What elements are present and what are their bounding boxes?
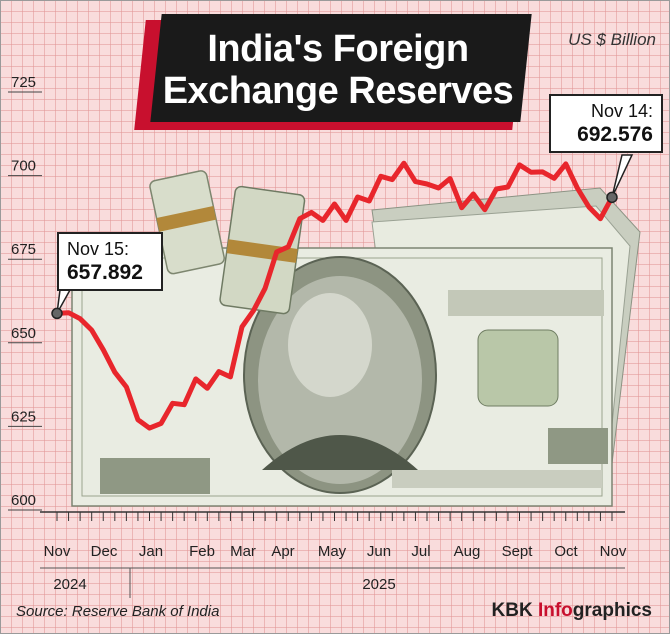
- year-label: 2025: [362, 576, 395, 593]
- money-roll-left: [149, 170, 225, 275]
- x-tick-label: Jun: [367, 543, 391, 560]
- brand-credit: KBK Infographics: [492, 600, 652, 622]
- start-point-marker: [51, 307, 63, 320]
- money-roll-center: [219, 185, 306, 315]
- brand-part3: graphics: [572, 600, 652, 621]
- callout-end: Nov 14: 692.576: [549, 94, 663, 153]
- banknote-corner-100: [100, 458, 210, 494]
- banknote-portrait-coat: [262, 435, 418, 470]
- brand-part1: KBK: [491, 600, 538, 621]
- axes: 600 625 650 675 700 725 Nov Dec Jan Feb Mar Apr May J…: [8, 74, 627, 598]
- plot-area: [51, 154, 634, 431]
- callout-end-label: Nov 14:: [590, 101, 653, 121]
- year-label: 2024: [53, 576, 86, 593]
- unit-label: US $ Billion: [568, 30, 656, 49]
- x-tick-label: May: [318, 543, 347, 560]
- banknote-header-band: [448, 290, 604, 316]
- x-tick-label: Jul: [411, 543, 430, 560]
- brand-part2: Info: [537, 600, 573, 621]
- end-point-marker: [606, 191, 618, 204]
- chart-title-line2: Exchange Reserves: [162, 70, 514, 112]
- x-tick-label: Nov: [600, 543, 627, 560]
- banknote-footer-band: [392, 470, 602, 488]
- callout-start-label: Nov 15:: [67, 239, 130, 259]
- banknote-portrait-face: [288, 293, 372, 397]
- y-tick-label: 675: [11, 241, 36, 258]
- source-note: Source: Reserve Bank of India: [16, 603, 220, 620]
- banknote-emblem: [477, 329, 559, 407]
- banknote-corner-100-right: [548, 428, 608, 464]
- x-tick-label: Aug: [454, 543, 481, 560]
- x-tick-label: Mar: [230, 543, 256, 560]
- y-tick-label: 650: [11, 325, 36, 342]
- x-tick-label: Oct: [554, 543, 578, 560]
- y-tick-label: 700: [11, 158, 36, 175]
- x-tick-label: Apr: [271, 543, 294, 560]
- y-tick-label: 725: [11, 74, 36, 91]
- y-tick-label: 625: [11, 408, 36, 425]
- banknote-illustration: [71, 170, 641, 507]
- title-banner: India's Foreign Exchange Reserves: [134, 14, 532, 130]
- x-tick-label: Sept: [502, 543, 534, 560]
- x-tick-label: Nov: [44, 543, 71, 560]
- x-tick-label: Feb: [189, 543, 215, 560]
- chart-title: India's Foreign Exchange Reserves: [152, 28, 524, 112]
- callout-end-pointer: [611, 154, 634, 198]
- series-line: [54, 160, 615, 431]
- x-tick-label: Jan: [139, 543, 163, 560]
- chart-title-line1: India's Foreign: [207, 28, 469, 70]
- callout-start-value: 657.892: [67, 261, 143, 284]
- callout-end-value: 692.576: [577, 123, 653, 146]
- y-tick-label: 600: [11, 492, 36, 509]
- callout-start: Nov 15: 657.892: [57, 232, 163, 291]
- x-tick-label: Dec: [91, 543, 118, 560]
